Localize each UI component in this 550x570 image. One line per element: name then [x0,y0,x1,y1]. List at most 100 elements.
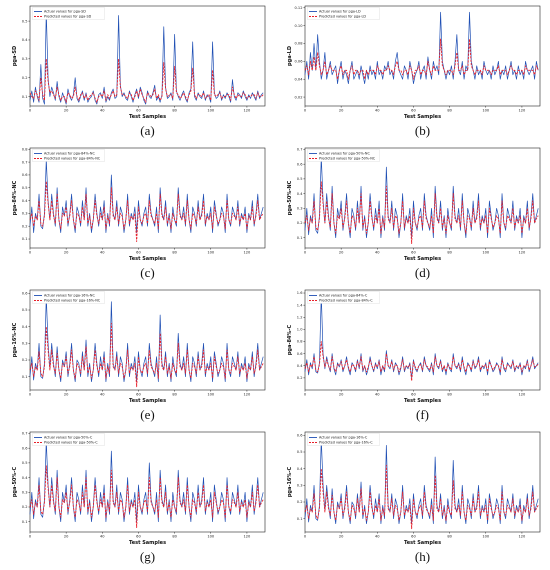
y-tick-label: 0.7 [22,432,28,436]
y-axis-label: pga-50%-NC [287,180,293,215]
x-tick-label: 0 [29,109,32,113]
chart-svg: 0 20 40 60 80 100 120 0.02 0.04 0.06 0.08 0.10 0.12 T… [287,5,541,120]
y-axis-label: pga-84%-C [287,325,293,356]
y-tick-label: 0.2 [22,505,28,509]
y-axis-label: pga-84%-NC [12,180,18,215]
x-tick-label: 100 [207,251,215,255]
y-tick-label: 0.1 [22,237,28,241]
plot-frame [29,147,266,249]
plot-frame [304,5,541,107]
x-tick-label: 100 [482,393,490,397]
y-tick-label: 0.7 [297,148,303,152]
x-tick-label: 20 [64,393,69,397]
x-tick-label: 120 [243,393,251,397]
chart-svg: 0 20 40 60 80 100 120 0.1 0.2 0.3 0.4 0.5 0.6 Test Sa… [12,289,266,404]
y-tick-label: 0.3 [22,57,28,61]
x-tick-label: 120 [518,393,526,397]
y-tick-label: 0.6 [297,352,303,356]
y-axis-label: pga-50%-C [12,467,18,498]
x-tick-label: 0 [304,393,307,397]
x-tick-label: 0 [304,535,307,539]
panel-caption: (e) [140,407,155,422]
y-tick-label: 0.5 [22,19,28,23]
y-tick-label: 0.4 [297,192,303,196]
y-tick-label: 0.8 [22,147,28,151]
panel-caption: (h) [414,549,431,564]
y-axis-label: pga-16%-NC [12,322,18,357]
y-tick-label: 1.6 [297,291,303,295]
chart-svg: 0 20 40 60 80 100 120 0.1 0.2 0.3 0.4 0.5 0.6 0.7 Test… [12,431,266,546]
y-tick-label: 0.1 [297,517,303,521]
legend-entry: Actual values for pga-50%-NC [319,152,370,156]
chart-panel-g: 0 20 40 60 80 100 120 0.1 0.2 0.3 0.4 0.5 0.6 0.7 Test… [0,426,275,570]
x-tick-label: 120 [518,109,526,113]
panel-caption: (d) [414,265,431,280]
x-tick-label: 60 [411,109,416,113]
plot-frame [29,431,266,533]
legend-entry: Predicted values for pga-16%-C [319,441,373,445]
x-tick-label: 0 [304,251,307,255]
y-tick-label: 0.1 [297,236,303,240]
chart-panel-d: 0 20 40 60 80 100 120 0.1 0.2 0.3 0.4 0.5 0.6 0.7 Test… [275,142,550,284]
series-line-predicted [29,58,264,103]
chart-panel-c: 0 20 40 60 80 100 120 0.1 0.2 0.3 0.4 0.5 0.6 0.7 0.8 T… [0,142,275,284]
x-tick-label: 120 [243,109,251,113]
chart-panel-a: 0 20 40 60 80 100 120 0.1 0.2 0.3 0.4 0.5 Test Sampl… [0,0,275,142]
y-tick-label: 0.2 [22,224,28,228]
x-tick-label: 100 [482,109,490,113]
x-tick-label: 80 [172,535,177,539]
y-tick-label: 0.5 [22,461,28,465]
legend-entry: Actual values for pga-50%-C [44,436,93,440]
x-tick-label: 100 [207,109,215,113]
y-axis-label: pga-SD [12,46,18,66]
legend-entry: Actual values for pga-SD [44,10,86,14]
y-tick-label: 0.1 [22,520,28,524]
y-tick-label: 0.3 [22,490,28,494]
legend-entry: Predicted values for pga-LD [319,15,366,19]
x-tick-label: 40 [100,251,105,255]
legend-entry: Predicted values for pga-50%-C [44,441,98,445]
series-line-predicted [304,181,539,245]
y-tick-label: 0.7 [22,160,28,164]
x-axis-label: Test Samples [129,398,166,404]
legend-entry: Predicted values for pga-84%-NC [44,157,101,161]
x-tick-label: 40 [375,535,380,539]
legend-entry: Actual values for pga-16%-NC [44,294,95,298]
y-tick-label: 1.2 [297,315,303,319]
x-tick-label: 40 [375,393,380,397]
legend-entry: Actual values for pga-84%-NC [44,152,95,156]
chart-panel-f: 0 20 40 60 80 100 120 0.2 0.4 0.6 0.8 1.0 1.2 1.4 1.6 T… [275,284,550,426]
x-axis-label: Test Samples [129,114,166,120]
plot-frame [29,5,266,107]
legend-box [307,291,380,304]
y-tick-label: 0.3 [22,212,28,216]
x-tick-label: 100 [482,535,490,539]
panel-caption: (g) [139,549,156,564]
plot-frame [304,147,541,249]
y-tick-label: 0.2 [22,358,28,362]
legend-entry: Actual values for pga-84%-C [319,294,368,298]
series-line-predicted [304,464,539,530]
x-tick-label: 40 [100,535,105,539]
series-line-predicted [29,322,264,388]
x-tick-label: 80 [447,109,452,113]
panel-caption: (c) [140,265,155,280]
x-tick-label: 100 [207,535,215,539]
legend-entry: Actual values for pga-16%-C [319,436,368,440]
x-tick-label: 20 [339,251,344,255]
y-tick-label: 0.6 [22,292,28,296]
legend-box [307,7,380,20]
x-tick-label: 80 [447,393,452,397]
x-tick-label: 60 [411,535,416,539]
x-axis-label: Test Samples [129,256,166,262]
x-tick-label: 120 [518,535,526,539]
y-tick-label: 0.2 [297,376,303,380]
y-tick-label: 0.8 [297,340,303,344]
legend-box [307,149,380,162]
x-tick-label: 80 [172,109,177,113]
x-tick-label: 40 [375,251,380,255]
y-tick-label: 1.0 [297,328,303,332]
y-tick-label: 0.5 [297,177,303,181]
x-tick-label: 40 [375,109,380,113]
